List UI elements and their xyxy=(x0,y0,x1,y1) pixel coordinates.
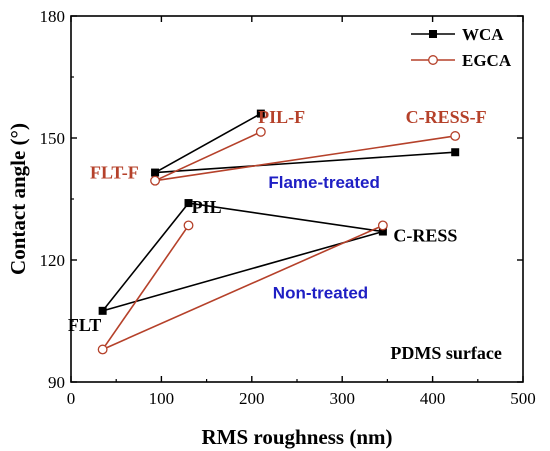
plot-frame xyxy=(70,15,524,383)
data-point-circle xyxy=(377,220,388,231)
data-point-circle xyxy=(255,126,266,137)
annotation-label: FLT xyxy=(68,315,101,335)
x-tick-label: 100 xyxy=(149,389,175,408)
legend-label: EGCA xyxy=(462,51,512,70)
annotations: PIL-F C-RESS-F FLT-F Flame-treated PIL C-RESS… xyxy=(68,107,502,363)
series-line xyxy=(102,224,384,351)
annotation-label: PIL-F xyxy=(258,107,305,127)
series-line xyxy=(154,135,456,182)
series-line xyxy=(102,202,384,312)
x-tick-label: 300 xyxy=(329,389,355,408)
y-tick-label: 150 xyxy=(40,129,66,148)
data-point-square xyxy=(151,168,160,177)
x-tick-label: 200 xyxy=(239,389,265,408)
y-axis-title: Contact angle (°) xyxy=(6,123,30,275)
data-point-square xyxy=(378,227,387,236)
x-tick-label: 0 xyxy=(67,389,76,408)
series-egca xyxy=(97,126,461,355)
data-point-circle xyxy=(97,344,108,355)
series-line xyxy=(154,131,262,182)
series-line xyxy=(155,151,456,174)
y-tick-label: 90 xyxy=(48,373,65,392)
annotation-label: Flame-treated xyxy=(268,173,379,192)
annotation-label: PIL xyxy=(192,197,222,217)
data-point-circle xyxy=(428,55,438,65)
data-point-square xyxy=(98,306,107,315)
legend: WCA EGCA xyxy=(411,25,512,70)
x-tick-label: 500 xyxy=(510,389,536,408)
series-wca xyxy=(98,109,460,315)
data-point-square xyxy=(429,30,437,38)
y-tick-label: 120 xyxy=(40,251,66,270)
y-tick-label: 180 xyxy=(40,7,66,26)
annotation-label: PDMS surface xyxy=(390,343,501,363)
axis-ticks: 0 100 200 300 400 500 90 120 150 180 xyxy=(40,7,536,408)
data-point-square xyxy=(184,199,193,208)
data-point-circle xyxy=(450,131,461,141)
annotation-label: C-RESS xyxy=(393,226,457,246)
annotation-label: Non-treated xyxy=(273,284,368,303)
x-axis-title: RMS roughness (nm) xyxy=(202,425,393,449)
data-point-square xyxy=(451,148,460,157)
annotation-label: C-RESS-F xyxy=(406,107,487,127)
series-layer xyxy=(97,109,461,355)
annotation-label: FLT-F xyxy=(90,163,139,183)
x-tick-label: 400 xyxy=(420,389,446,408)
series-line xyxy=(101,224,190,350)
data-point-square xyxy=(256,109,265,118)
data-point-circle xyxy=(183,220,194,231)
legend-label: WCA xyxy=(462,25,504,44)
data-point-circle xyxy=(150,175,161,186)
series-line xyxy=(154,112,262,174)
